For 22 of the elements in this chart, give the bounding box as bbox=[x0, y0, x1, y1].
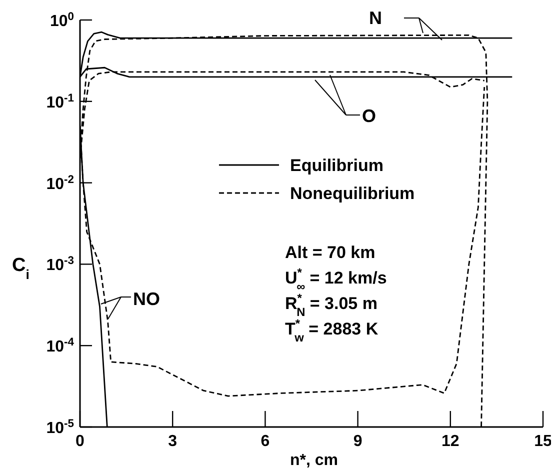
x-axis-title: n*, cm bbox=[290, 452, 338, 469]
x-tick-label: 12 bbox=[442, 433, 460, 450]
annotation: T$^{*}$$_{w}$ = 2883 K bbox=[285, 316, 379, 344]
y-tick-label: 10$^{-5}$ bbox=[46, 418, 74, 437]
y-tick-label: 10$^{-4}$ bbox=[46, 336, 75, 356]
x-tick-label: 3 bbox=[168, 433, 178, 450]
y-tick-label: 10$^{0}$ bbox=[50, 11, 74, 30]
y-tick-label: 10$^{-1}$ bbox=[46, 92, 74, 112]
annotation: Alt = 70 km bbox=[285, 243, 376, 262]
legend-label: O bbox=[362, 106, 376, 126]
annotation: U$^{*}$$_{∞}$ = 12 km/s bbox=[285, 266, 387, 294]
annotation: Equilibrium bbox=[290, 156, 384, 175]
y-tick-label: 10$^{-3}$ bbox=[46, 255, 74, 274]
x-tick-label: 6 bbox=[260, 433, 270, 450]
x-tick-label: 0 bbox=[76, 433, 85, 450]
y-tick-label: 10$^{-2}$ bbox=[46, 174, 74, 193]
x-tick-label: 9 bbox=[353, 433, 362, 450]
y-axis-title: C$_{i}$ bbox=[12, 255, 30, 282]
annotation: Nonequilibrium bbox=[290, 184, 415, 203]
legend-label: NO bbox=[133, 289, 160, 309]
series-label: N bbox=[369, 8, 382, 28]
annotation: R$^{*}$$_{N}$ = 3.05 m bbox=[285, 291, 378, 319]
